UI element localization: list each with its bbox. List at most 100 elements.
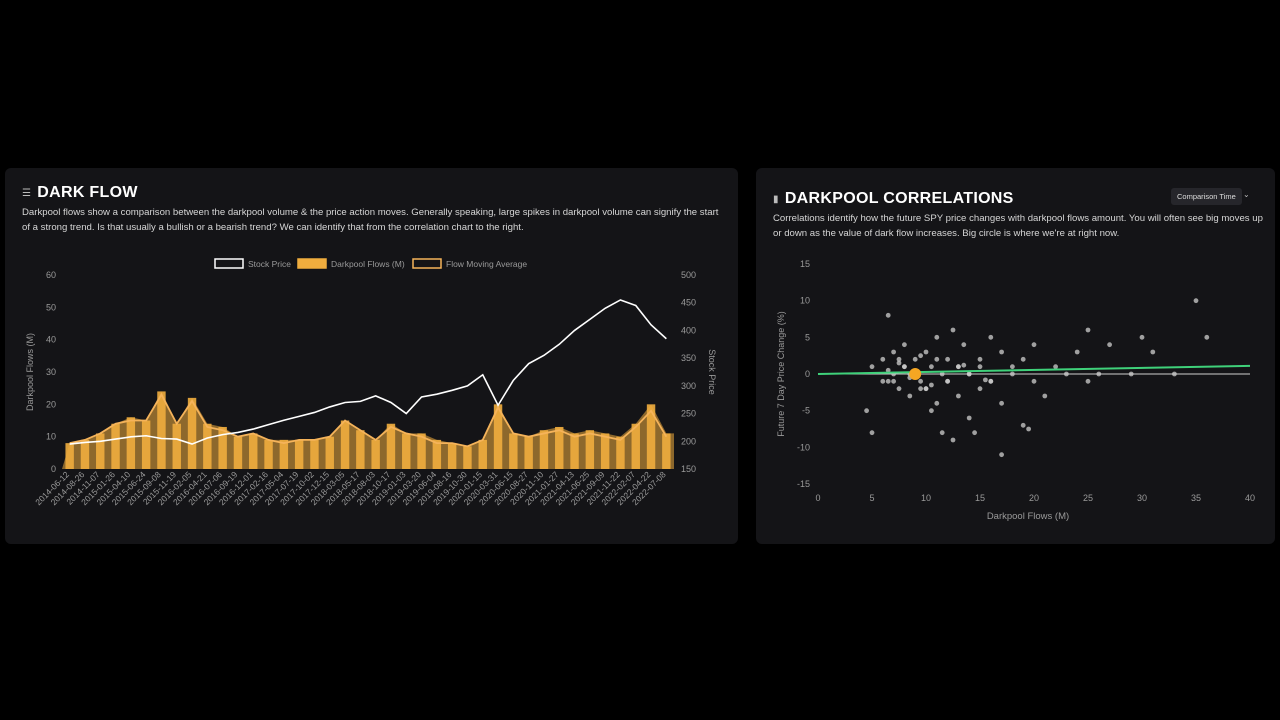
flow-bar (616, 436, 625, 469)
y-tick-label: 60 (46, 270, 56, 280)
scatter-point (869, 430, 875, 436)
flow-bar (172, 423, 181, 469)
x-tick-label: 40 (1245, 493, 1255, 503)
scatter-point (929, 364, 934, 370)
scatter-point (1139, 334, 1145, 340)
scatter-point (977, 386, 983, 392)
dark-flow-title: ☰ DARK FLOW (22, 184, 138, 202)
scatter-point (950, 437, 956, 443)
scatter-point (896, 386, 902, 392)
scatter-point (1085, 378, 1091, 384)
flow-bar (539, 430, 549, 469)
legend-swatch (297, 258, 327, 269)
scatter-point (956, 393, 961, 399)
scatter-point (880, 378, 886, 384)
scatter-point (907, 393, 913, 399)
y-tick-label: 10 (800, 296, 810, 306)
scatter-point (1204, 334, 1210, 340)
scatter-point (1128, 371, 1134, 377)
current-point (909, 368, 922, 380)
scatter-point (885, 367, 891, 373)
y-tick-label: -10 (797, 442, 810, 452)
scatter-point (1031, 342, 1037, 348)
scatter-point (885, 378, 891, 384)
y-tick-label: 50 (46, 302, 56, 312)
flow-bar (340, 420, 350, 469)
scatter-point (1096, 371, 1102, 377)
flow-bar (203, 423, 212, 469)
scatter-point (880, 356, 886, 362)
scatter-point (902, 364, 907, 370)
scatter-point (961, 362, 967, 368)
scatter-point (1074, 349, 1080, 355)
regression-line (817, 364, 1251, 375)
scatter-point (1053, 364, 1058, 370)
x-tick-label: 10 (921, 493, 931, 503)
scatter-point (1026, 426, 1031, 432)
comparison-time-dropdown[interactable]: Comparison Time (1171, 188, 1242, 205)
x-axis-title: Darkpool Flows (M) (987, 511, 1069, 522)
correlations-title-text: DARKPOOL CORRELATIONS (784, 190, 1014, 207)
flow-bar (371, 439, 380, 469)
scatter-point (999, 349, 1004, 355)
scatter-point (977, 356, 983, 362)
flow-bar (187, 397, 197, 469)
y-tick-label: 10 (46, 432, 56, 442)
scatter-point (1020, 422, 1026, 428)
y-tick-label: 40 (46, 335, 56, 345)
y-tick-label: 0 (805, 369, 810, 379)
y2-tick-label: 350 (681, 353, 696, 363)
scatter-point (923, 349, 929, 355)
y2-axis-title: Stock Price (707, 349, 717, 395)
flow-bar (662, 433, 671, 469)
scatter-point (1031, 378, 1037, 384)
y-tick-label: 20 (46, 399, 56, 409)
flow-bar (447, 443, 457, 469)
y-tick-label: -5 (802, 406, 810, 416)
scatter-point (891, 378, 896, 384)
scatter-point (1010, 364, 1015, 370)
legend-swatch (412, 258, 442, 269)
flow-bar (631, 423, 640, 469)
flow-bar (279, 439, 289, 469)
flow-bar (294, 439, 304, 469)
flow-bar (141, 420, 151, 469)
scatter-point (950, 327, 956, 333)
flow-bar (96, 433, 105, 469)
correlations-chart: 15 10 5 0 -5 -10 -15 0 5 10 15 20 25 30 35 40 Darkpool F… (776, 259, 1255, 522)
bar-chart-icon: ▮ (773, 193, 779, 205)
scatter-point (1193, 298, 1199, 304)
dark-flow-chart: 0 10 20 30 40 50 60 150 200 250 300 350 400 450 500 Dar… (25, 258, 717, 507)
scatter-point (918, 378, 923, 384)
flow-bar (493, 404, 503, 469)
flow-bar (432, 439, 442, 469)
scatter-point (977, 364, 983, 370)
flow-bar (386, 423, 396, 469)
flow-bar (463, 446, 472, 469)
flow-bar (417, 433, 426, 469)
flow-bar (478, 439, 487, 469)
scatter-point (1107, 342, 1112, 348)
list-icon: ☰ (22, 187, 32, 199)
scatter-point (1085, 327, 1091, 333)
scatter-point (869, 364, 875, 370)
scatter-point (988, 378, 994, 384)
scatter-point (999, 400, 1004, 406)
y-tick-label: -15 (797, 479, 810, 489)
scatter-point (902, 342, 907, 348)
y2-tick-label: 450 (681, 298, 696, 308)
scatter-point (923, 386, 929, 392)
darkpool-correlations-panel: ▮ DARKPOOL CORRELATIONS Comparison Time … (756, 168, 1275, 544)
scatter-point (934, 400, 940, 406)
x-tick-label: 35 (1191, 493, 1201, 503)
chevron-down-icon[interactable]: ⌄ (1243, 190, 1250, 199)
scatter-point (929, 382, 934, 388)
flows-area (62, 391, 674, 469)
scatter-point (929, 408, 934, 414)
scatter-point (956, 364, 961, 370)
flow-moving-average-line (69, 392, 668, 448)
flow-bar (509, 433, 518, 469)
flow-bar (65, 443, 74, 469)
y2-tick-label: 150 (681, 464, 696, 474)
scatter-point (918, 353, 923, 359)
